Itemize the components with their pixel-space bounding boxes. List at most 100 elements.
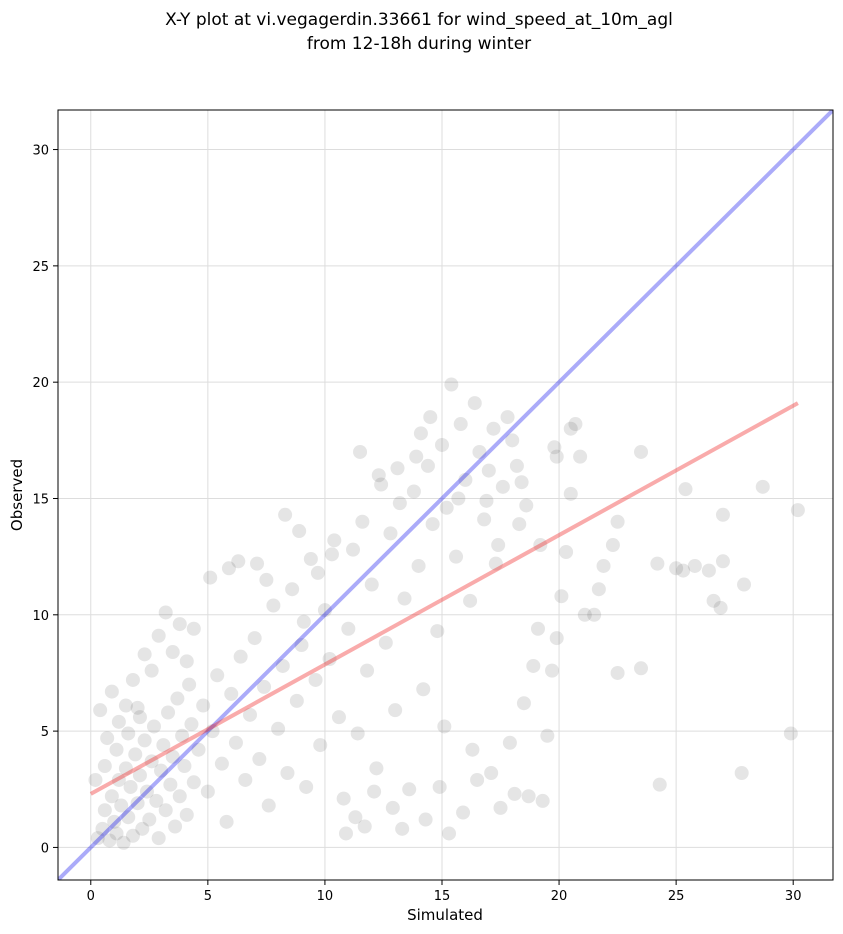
data-point [353,444,368,459]
data-point [488,556,503,571]
data-point [430,624,445,639]
data-point [231,554,246,569]
data-point [97,803,112,818]
data-point [280,765,295,780]
data-point [783,726,798,741]
scatter-points [88,377,805,850]
data-point [568,417,583,432]
data-point [357,819,372,834]
data-point [292,524,307,539]
data-point [634,661,649,676]
data-point [755,479,770,494]
data-point [554,589,569,604]
data-point [111,772,126,787]
data-point [481,463,496,478]
data-point [521,789,536,804]
data-point [449,549,464,564]
data-point [495,479,510,494]
data-point [533,538,548,553]
data-point [535,793,550,808]
data-point [289,693,304,708]
data-point [390,461,405,476]
data-point [271,721,286,736]
data-point [371,468,386,483]
data-point [104,789,119,804]
data-point [338,826,353,841]
data-point [465,742,480,757]
data-point [383,526,398,541]
data-point [549,631,564,646]
data-point [107,814,122,829]
data-point [526,658,541,673]
data-point [491,538,506,553]
data-point [591,582,606,597]
data-point [132,710,147,725]
data-point [484,765,499,780]
data-point [205,724,220,739]
data-point [130,796,145,811]
data-point [296,614,311,629]
data-point [470,772,485,787]
data-point [402,782,417,797]
data-point [97,759,112,774]
data-point [442,826,457,841]
plot-frame [57,109,834,881]
data-point [355,514,370,529]
data-point [486,421,501,436]
data-point [545,663,560,678]
data-point [109,826,124,841]
data-point [299,779,314,794]
data-point [516,696,531,711]
data-point [573,449,588,464]
data-point [175,728,190,743]
data-point [652,777,667,792]
data-point [144,754,159,769]
data-point [444,377,459,392]
data-point [252,752,267,767]
data-point [341,621,356,636]
data-point [233,649,248,664]
data-point [509,458,524,473]
y-tick-label: 15 [32,492,49,507]
data-point [477,512,492,527]
data-point [587,607,602,622]
x-tick-label: 10 [317,889,334,904]
data-point [378,635,393,650]
chart-title-line-2: from 12-18h during winter [307,34,531,54]
data-point [530,621,545,636]
x-tick-label: 25 [668,889,685,904]
data-point [392,496,407,511]
data-point [238,772,253,787]
data-point [168,819,183,834]
data-point [715,507,730,522]
x-tick-label: 15 [434,889,451,904]
data-point [165,749,180,764]
data-point [549,449,564,464]
reference-lines [58,110,833,880]
y-tick-label: 20 [32,376,49,391]
data-point [135,821,150,836]
data-point [104,684,119,699]
data-point [275,658,290,673]
data-point [439,500,454,515]
data-point [210,668,225,683]
data-point [676,563,691,578]
data-point [472,444,487,459]
y-tick-label: 10 [32,609,49,624]
data-point [102,833,117,848]
data-point [266,598,281,613]
data-point [310,565,325,580]
data-point [242,707,257,722]
data-point [336,791,351,806]
axis-ticks: 0 5 10 15 20 25 30 0 5 10 15 20 25 30 [32,144,801,904]
data-point [151,831,166,846]
data-point [154,763,169,778]
data-point [374,477,389,492]
data-point [514,475,529,490]
data-point [385,800,400,815]
data-point [317,603,332,618]
regression-line [89,401,799,796]
data-point [434,437,449,452]
data-point [369,761,384,776]
